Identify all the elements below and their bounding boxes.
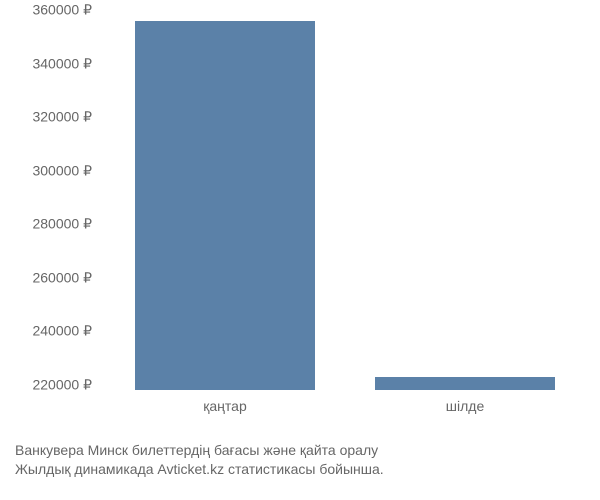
y-tick-label: 360000 ₽ (32, 2, 92, 19)
y-tick-label: 260000 ₽ (32, 269, 92, 286)
y-tick-label: 340000 ₽ (32, 55, 92, 72)
x-axis: қаңтар шілде (105, 398, 585, 428)
chart-caption: Ванкувера Минск билеттердің бағасы және … (15, 441, 585, 480)
y-tick-label: 220000 ₽ (32, 376, 92, 393)
y-tick-label: 280000 ₽ (32, 216, 92, 233)
x-tick-label: шілде (446, 398, 484, 414)
caption-line-1: Ванкувера Минск билеттердің бағасы және … (15, 441, 585, 461)
plot-area (105, 10, 585, 390)
chart-container: 220000 ₽ 240000 ₽ 260000 ₽ 280000 ₽ 300000 ₽… (10, 10, 590, 430)
x-tick-label: қаңтар (203, 398, 246, 414)
y-tick-label: 240000 ₽ (32, 323, 92, 340)
bar (375, 377, 555, 390)
bar (135, 21, 315, 390)
y-axis: 220000 ₽ 240000 ₽ 260000 ₽ 280000 ₽ 300000 ₽… (10, 10, 100, 390)
y-tick-label: 320000 ₽ (32, 109, 92, 126)
caption-line-2: Жылдық динамикада Avticket.kz статистика… (15, 460, 585, 480)
y-tick-label: 300000 ₽ (32, 162, 92, 179)
